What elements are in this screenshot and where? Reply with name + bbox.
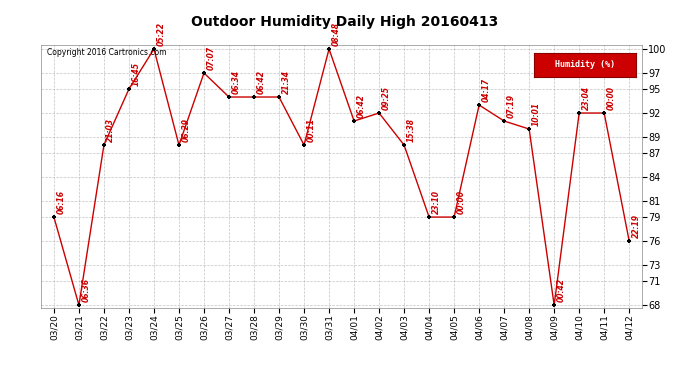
Text: 23:10: 23:10 (431, 190, 440, 214)
Text: 15:38: 15:38 (406, 118, 415, 142)
Point (373, 110, 384, 116)
Text: 06:36: 06:36 (81, 278, 90, 302)
Text: 21:34: 21:34 (282, 70, 290, 94)
Point (148, 46, 159, 52)
Point (448, 214, 460, 220)
Point (549, 302, 560, 308)
Text: 07:07: 07:07 (206, 46, 215, 70)
Text: 22:19: 22:19 (631, 214, 640, 238)
Text: 00:00: 00:00 (607, 86, 615, 110)
Point (48, 214, 59, 220)
Point (299, 142, 310, 148)
Point (124, 86, 135, 92)
Text: 06:34: 06:34 (231, 70, 240, 94)
Text: 04:17: 04:17 (482, 78, 491, 102)
Text: 23:04: 23:04 (582, 86, 591, 110)
Text: 00:00: 00:00 (457, 190, 466, 214)
Point (199, 70, 210, 76)
Point (348, 118, 359, 124)
Text: 10:01: 10:01 (531, 102, 540, 126)
Text: 08:48: 08:48 (331, 22, 340, 46)
Point (324, 46, 335, 52)
Text: Copyright 2016 Cartronics.com: Copyright 2016 Cartronics.com (48, 48, 167, 57)
Text: 21:03: 21:03 (106, 118, 115, 142)
Text: Outdoor Humidity Daily High 20160413: Outdoor Humidity Daily High 20160413 (191, 15, 499, 29)
Point (73, 302, 84, 308)
Point (273, 94, 284, 100)
Point (399, 142, 410, 148)
Text: 06:16: 06:16 (57, 190, 66, 214)
Point (624, 238, 635, 244)
Point (99, 142, 110, 148)
Text: 06:29: 06:29 (181, 118, 190, 142)
Text: 00:42: 00:42 (557, 278, 566, 302)
Text: 07:19: 07:19 (506, 94, 515, 118)
Point (424, 214, 435, 220)
Point (473, 102, 484, 108)
Point (224, 94, 235, 100)
Point (248, 94, 259, 100)
Point (173, 142, 184, 148)
Text: 06:42: 06:42 (357, 94, 366, 118)
Point (573, 110, 584, 116)
Text: 06:42: 06:42 (257, 70, 266, 94)
Point (524, 126, 535, 132)
Point (499, 118, 510, 124)
Text: 16:45: 16:45 (131, 62, 140, 86)
Text: 00:11: 00:11 (306, 118, 315, 142)
Point (599, 110, 610, 116)
Text: 05:22: 05:22 (157, 22, 166, 46)
Text: 09:25: 09:25 (382, 86, 391, 110)
